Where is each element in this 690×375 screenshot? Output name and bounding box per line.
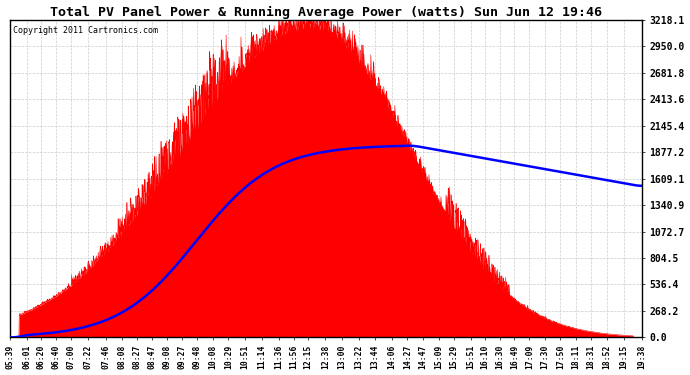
Title: Total PV Panel Power & Running Average Power (watts) Sun Jun 12 19:46: Total PV Panel Power & Running Average P…	[50, 6, 602, 19]
Text: Copyright 2011 Cartronics.com: Copyright 2011 Cartronics.com	[13, 26, 158, 35]
